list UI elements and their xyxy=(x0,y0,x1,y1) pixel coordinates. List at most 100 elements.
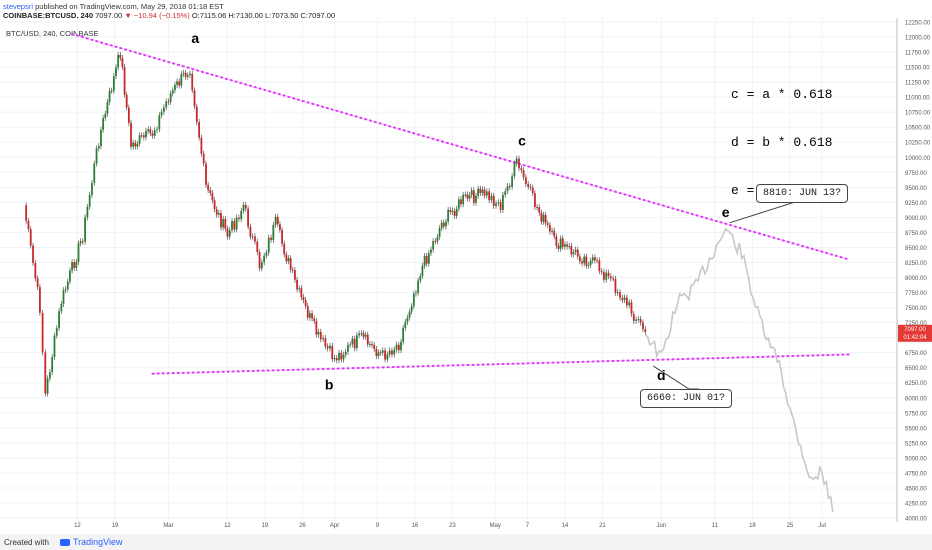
candle-body xyxy=(115,67,117,77)
candle-body xyxy=(189,73,191,76)
wave-label-b: b xyxy=(325,377,334,393)
candle-body xyxy=(596,260,598,262)
candle-body xyxy=(529,186,532,188)
price-axis: 12250.00 12000.00 11750.00 11500.00 11250.00… xyxy=(905,21,931,523)
time-tick-label: May xyxy=(490,523,501,529)
candle-body xyxy=(329,345,331,349)
candle-body xyxy=(296,279,298,290)
candle-body xyxy=(551,230,553,232)
candle-body xyxy=(228,230,231,237)
candle-body xyxy=(186,75,189,77)
price-tick-label: 6500.00 xyxy=(905,366,927,372)
candle-body xyxy=(397,344,400,351)
candle-body xyxy=(455,208,458,216)
candle-body xyxy=(263,255,266,263)
candle-body xyxy=(217,212,220,215)
candle-body xyxy=(366,334,369,345)
candle-body xyxy=(171,90,174,94)
candle-body xyxy=(612,278,615,280)
candle-body xyxy=(79,241,82,244)
price-tick-label: 6250.00 xyxy=(905,381,927,387)
candle-body xyxy=(566,244,568,247)
candle-body xyxy=(605,272,608,280)
price-tick-label: 5000.00 xyxy=(905,456,927,462)
candle-body xyxy=(559,238,562,249)
candle-body xyxy=(576,249,579,257)
footer-bar: Created with TradingView xyxy=(0,534,932,550)
candle-body xyxy=(319,331,322,340)
time-tick-label: 12 xyxy=(224,523,231,529)
candle-body xyxy=(123,67,126,95)
annotation-e-target[interactable]: 8810: JUN 13? xyxy=(756,184,849,203)
candle-body xyxy=(360,333,363,335)
candle-body xyxy=(304,300,307,306)
candle-body xyxy=(39,287,41,313)
candle-body xyxy=(317,331,320,335)
candle-body xyxy=(603,271,605,280)
formula-c: c = a * 0.618 xyxy=(731,87,833,102)
price-chart[interactable]: 12250.00 12000.00 11750.00 11500.00 11250.00… xyxy=(0,0,932,534)
candle-body xyxy=(44,352,47,394)
candle-body xyxy=(600,271,603,273)
candle-body xyxy=(384,350,386,360)
chart-grid xyxy=(0,18,897,522)
candle-body xyxy=(226,228,229,237)
candle-body xyxy=(121,58,124,68)
candle-body xyxy=(362,333,365,337)
candle-body xyxy=(632,313,635,321)
candle-body xyxy=(460,199,462,205)
candle-body xyxy=(427,253,430,264)
candle-body xyxy=(623,297,626,301)
price-tick-label: 6000.00 xyxy=(905,396,927,402)
candle-body xyxy=(616,292,619,294)
candle-body xyxy=(400,341,402,351)
wave-label-c: c xyxy=(518,132,526,148)
candle-body xyxy=(534,193,536,207)
candle-body xyxy=(470,190,473,195)
candle-body xyxy=(488,191,491,201)
candle-body xyxy=(55,328,58,336)
author-link[interactable]: stevepsri xyxy=(3,2,34,11)
candle-body xyxy=(412,293,415,307)
candle-body xyxy=(515,158,518,164)
candle-body xyxy=(572,252,575,255)
candle-body xyxy=(513,163,516,177)
candle-body xyxy=(481,189,484,193)
candle-body xyxy=(309,313,311,318)
countdown-tag-value: 01:42:04 xyxy=(903,335,927,341)
last-price: 7097.00 xyxy=(95,11,123,20)
candle-body xyxy=(402,328,405,342)
price-tick-label: 9750.00 xyxy=(905,171,927,177)
candle-body xyxy=(511,176,514,187)
time-tick-label: 11 xyxy=(712,523,719,529)
candle-body xyxy=(377,352,380,356)
candle-body xyxy=(213,200,216,210)
price-tick-label: 10250.00 xyxy=(905,141,931,147)
candle-body xyxy=(451,210,454,212)
candle-body xyxy=(222,218,225,228)
candle-body xyxy=(614,278,617,293)
candle-body xyxy=(425,255,428,264)
wave-label-d: d xyxy=(657,367,666,383)
annotation-d-target[interactable]: 6660: JUN 01? xyxy=(640,389,733,408)
candle-body xyxy=(369,344,371,346)
candle-body xyxy=(205,163,207,185)
candle-body xyxy=(430,249,432,254)
candle-body xyxy=(29,229,32,246)
candle-body xyxy=(639,319,642,323)
candle-body xyxy=(485,191,488,196)
candle-body xyxy=(272,224,275,241)
publish-info: stevepsri published on TradingView.com, … xyxy=(3,2,224,11)
candle-body xyxy=(313,318,316,322)
candle-body xyxy=(351,338,354,345)
candle-body xyxy=(198,122,201,138)
candle-body xyxy=(176,81,178,85)
tradingview-logo[interactable]: TradingView xyxy=(60,537,123,547)
candle-body xyxy=(108,90,111,102)
candle-body xyxy=(553,230,556,237)
candle-body xyxy=(344,351,347,355)
time-tick-label: 19 xyxy=(262,523,269,529)
candle-body xyxy=(440,222,443,229)
candle-body xyxy=(355,335,358,349)
candle-body xyxy=(97,146,100,149)
